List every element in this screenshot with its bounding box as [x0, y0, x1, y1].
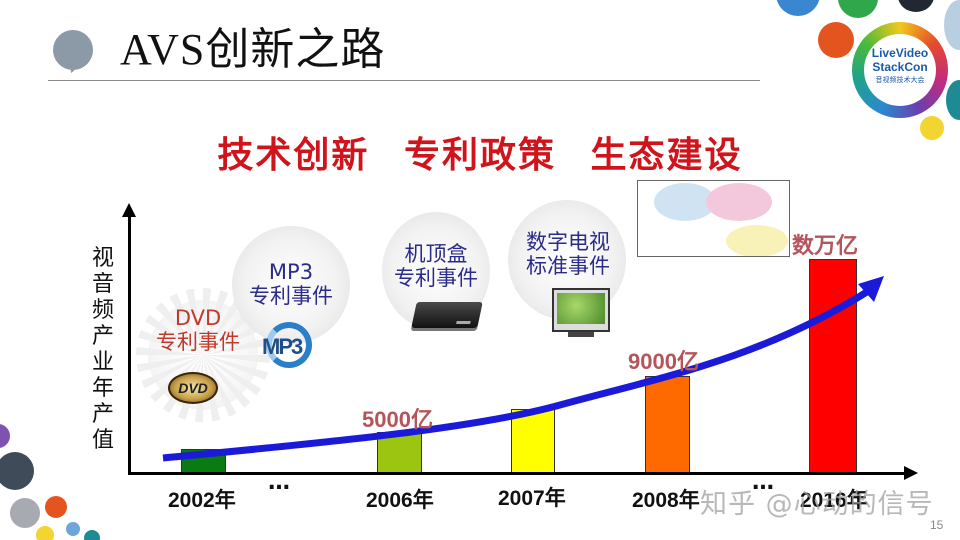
title-divider [48, 80, 760, 81]
slide-subtitle: 技术创新 专利政策 生态建设 [0, 126, 960, 178]
title-bubble-icon [53, 30, 93, 70]
event-title: MP3 [268, 260, 314, 284]
x-tick-2006: 2006年 [366, 489, 434, 512]
subtitle-tech-innovation: 技术创新 [217, 135, 370, 176]
x-ellipsis: … [268, 470, 291, 495]
logo-line-3: 音视频技术大会 [875, 77, 925, 84]
event-subtitle: 专利事件 [156, 330, 240, 354]
x-tick-2007: 2007年 [498, 487, 566, 510]
tv-stand [568, 332, 594, 337]
x-ellipsis: … [752, 470, 775, 495]
decor-bubble [36, 526, 54, 540]
bar-2016 [809, 259, 857, 472]
decor-bubble [0, 452, 34, 490]
decor-bubble [818, 22, 854, 58]
dvd-icon-text: DVD [178, 380, 208, 396]
event-title: 数字电视 [526, 230, 610, 254]
decor-bubble [920, 116, 944, 140]
value-label-2016: 数万亿 [792, 233, 859, 258]
watermark: 知乎 @心动的信号 [700, 489, 934, 520]
eco-group-3 [726, 225, 788, 256]
decor-bubble [45, 496, 67, 518]
event-label-dtv: 数字电视 标准事件 [518, 230, 618, 278]
decor-bubble [84, 530, 100, 540]
value-label-2008: 9000亿 [628, 349, 699, 374]
decor-bubble [838, 0, 878, 18]
decor-bubble [944, 0, 960, 50]
mp3-icon-text: MP3 [262, 334, 303, 359]
x-tick-2002: 2002年 [168, 489, 236, 512]
x-axis-arrow-icon [904, 466, 918, 480]
mp3-icon: MP3 [262, 322, 314, 370]
decor-bubble [898, 0, 934, 12]
decor-bubble [10, 498, 40, 528]
eco-group-2 [706, 183, 772, 221]
value-label-2006: 5000亿 [362, 407, 433, 432]
mp3-ring [266, 322, 312, 368]
x-tick-2008: 2008年 [632, 489, 700, 512]
event-title: 机顶盒 [404, 242, 468, 266]
event-subtitle: 专利事件 [394, 266, 478, 290]
subtitle-patent-policy: 专利政策 [403, 135, 556, 176]
logo-text: LiveVideo StackCon 音视频技术大会 [864, 46, 936, 88]
decor-bubble [776, 0, 820, 16]
slide-title: AVS创新之路 [120, 25, 386, 74]
event-title: DVD [174, 306, 222, 330]
tv-screen [557, 293, 605, 324]
ecosystem-partners-image [637, 180, 790, 257]
dvd-disc-icon: DVD [168, 372, 218, 404]
y-axis-label: 视音频产业年产值 [88, 246, 118, 454]
x-tick-2016: 2016年 [800, 489, 868, 512]
decor-bubble [66, 522, 80, 536]
event-subtitle: 专利事件 [249, 284, 333, 308]
logo-line-2: StackCon [872, 60, 928, 74]
page-number: 15 [930, 518, 944, 532]
y-axis-label-text: 视音频产业年产值 [91, 246, 114, 453]
event-label-stb: 机顶盒 专利事件 [386, 242, 486, 290]
logo-line-1: LiveVideo [871, 46, 929, 60]
decor-bubble [946, 80, 960, 120]
decor-bubble [0, 424, 10, 448]
event-subtitle: 标准事件 [526, 254, 610, 278]
eco-group-1 [654, 183, 716, 221]
x-axis [128, 472, 908, 475]
y-axis [128, 212, 131, 474]
event-label-dvd: DVD 专利事件 [148, 306, 248, 354]
subtitle-ecosystem: 生态建设 [590, 135, 743, 176]
event-label-mp3: MP3 专利事件 [236, 260, 346, 308]
y-axis-arrow-icon [122, 203, 136, 217]
tv-icon [552, 288, 610, 332]
logo-center [864, 34, 936, 106]
